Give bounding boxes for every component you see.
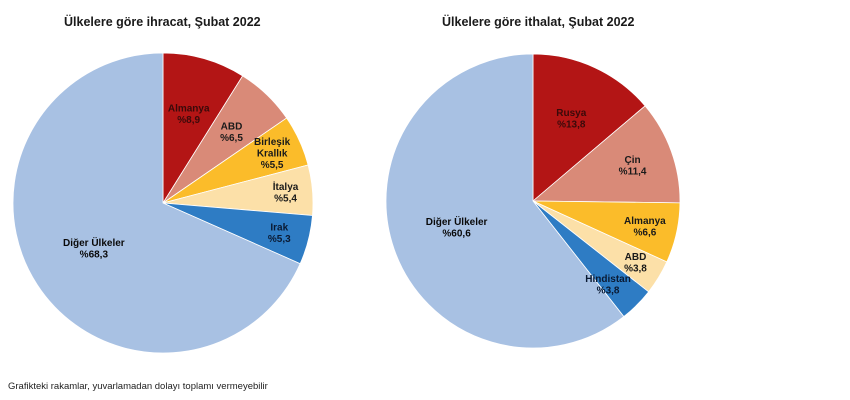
import-label-rusya: Rusya %13,8 — [556, 108, 586, 131]
import-value-abd: %3,8 — [624, 263, 647, 274]
import-label-abd: ABD %3,8 — [624, 252, 647, 275]
export-name-i-talya: İtalya — [273, 180, 299, 193]
import-name-rusya: Rusya — [556, 108, 586, 119]
export-label-diger-ulkeler: Diğer Ülkeler %68,3 — [63, 236, 125, 261]
export-slice-almanya — [162, 52, 244, 205]
import-name-diger-ulkeler: Diğer Ülkeler — [426, 215, 488, 228]
export-name-abd: ABD — [221, 121, 243, 132]
export-value-almanya: %8,9 — [177, 115, 200, 126]
import-value-hindistan: %3,8 — [597, 285, 620, 296]
export-value-abd: %6,5 — [220, 133, 243, 144]
import-name-abd: ABD — [625, 252, 647, 263]
export-name-birlesik-krallik: Birleşik — [254, 137, 291, 148]
import-value-diger-ulkeler: %60,6 — [442, 229, 471, 240]
import-label-diger-ulkeler: Diğer Ülkeler %60,6 — [426, 215, 488, 240]
export-name-almanya: Almanya — [168, 103, 210, 114]
export-name-birlesik-krallik: Krallık — [257, 149, 288, 160]
export-value-diger-ulkeler: %68,3 — [80, 249, 109, 260]
export-label-birlesik-krallik: Birleşik Krallık %5,5 — [254, 137, 291, 171]
export-value-birlesik-krallik: %5,5 — [261, 160, 284, 171]
export-label-abd: ABD %6,5 — [220, 121, 243, 144]
export-value-i-talya: %5,4 — [274, 194, 297, 205]
export-value-irak: %5,3 — [268, 234, 291, 245]
footnote: Grafikteki rakamlar, yuvarlamadan dolayı… — [8, 381, 268, 392]
export-label-i-talya: İtalya %5,4 — [273, 180, 299, 205]
import-value-almanya: %6,6 — [634, 227, 657, 238]
export-chart-title: Ülkelere göre ihracat, Şubat 2022 — [64, 15, 261, 29]
import-slice-diger-ulkeler — [385, 53, 625, 349]
export-label-almanya: Almanya %8,9 — [168, 103, 210, 126]
import-value-rusya: %13,8 — [557, 120, 586, 131]
import-name-almanya: Almanya — [624, 216, 666, 227]
import-chart-title: Ülkelere göre ithalat, Şubat 2022 — [442, 15, 635, 29]
import-label-hindistan: Hindistan %3,8 — [585, 274, 631, 297]
import-name-cin: Çin — [625, 155, 641, 166]
import-slice-rusya — [532, 53, 646, 202]
export-slice-diger-ulkeler — [12, 52, 301, 354]
export-label-irak: Irak %5,3 — [268, 222, 291, 245]
import-label-almanya: Almanya %6,6 — [624, 216, 666, 239]
import-label-cin: Çin %11,4 — [619, 155, 647, 178]
import-name-hindistan: Hindistan — [585, 274, 631, 285]
import-slice-cin — [531, 105, 681, 204]
export-name-diger-ulkeler: Diğer Ülkeler — [63, 236, 125, 249]
import-value-cin: %11,4 — [619, 166, 647, 177]
export-name-irak: Irak — [270, 222, 288, 233]
